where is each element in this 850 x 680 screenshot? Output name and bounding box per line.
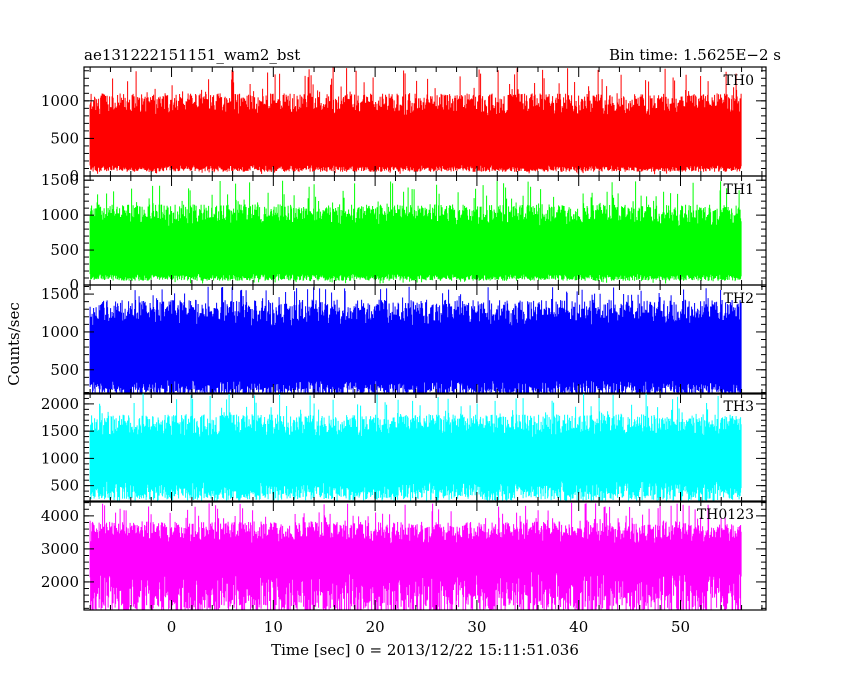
y-tick-label: 3000: [41, 540, 79, 558]
panel-th3: 500 1000 1500 2000 TH3: [41, 392, 767, 503]
y-tick-label: 500: [50, 129, 79, 147]
x-tick-label: 50: [671, 618, 690, 636]
series-th3: [89, 393, 742, 501]
y-tick-label: 1000: [41, 92, 79, 110]
x-tick-label: 10: [264, 618, 283, 636]
x-tick-label: 30: [467, 618, 486, 636]
x-tick-label: 40: [569, 618, 588, 636]
y-tick-label: 500: [50, 241, 79, 259]
x-tick-label: 0: [167, 618, 177, 636]
y-tick-label: 1000: [41, 323, 79, 341]
series-th1: [89, 180, 742, 284]
y-tick-label: 1500: [41, 285, 79, 303]
panel-label: TH1: [724, 182, 754, 198]
y-tick-label: 1000: [41, 206, 79, 224]
panel-th0123: 2000 3000 4000 TH0123: [41, 500, 767, 611]
chart-title-left: ae131222151151_wam2_bst: [84, 46, 300, 64]
chart-title-right: Bin time: 1.5625E−2 s: [609, 46, 781, 64]
panel-th2: 500 1000 1500 TH2: [41, 284, 767, 395]
y-tick-label: 4000: [41, 507, 79, 525]
series-th0: [89, 67, 742, 175]
x-axis-title: Time [sec] 0 = 2013/12/22 15:11:51.036: [271, 641, 579, 659]
y-tick-label: 1500: [41, 171, 79, 189]
y-tick-label: 2000: [41, 573, 79, 591]
panel-th1: 0 500 1000 1500 TH1: [41, 171, 767, 294]
y-tick-label: 500: [50, 477, 79, 495]
series-th0123: [89, 502, 742, 610]
y-tick-label: 0: [69, 276, 79, 294]
panel-label: TH3: [724, 399, 754, 415]
panel-label: TH0: [724, 73, 754, 89]
y-tick-label: 2000: [41, 395, 79, 413]
panel-th0: 0 500 1000 TH0: [41, 66, 767, 185]
series-th2: [89, 286, 742, 394]
panel-label: TH2: [724, 291, 754, 307]
y-axis-title: Counts/sec: [5, 302, 23, 386]
y-tick-label: 1000: [41, 449, 79, 467]
y-tick-label: 500: [50, 361, 79, 379]
panel-label: TH0123: [697, 507, 754, 523]
x-tick-label: 20: [366, 618, 385, 636]
y-tick-label: 0: [69, 167, 79, 185]
y-tick-label: 1500: [41, 422, 79, 440]
